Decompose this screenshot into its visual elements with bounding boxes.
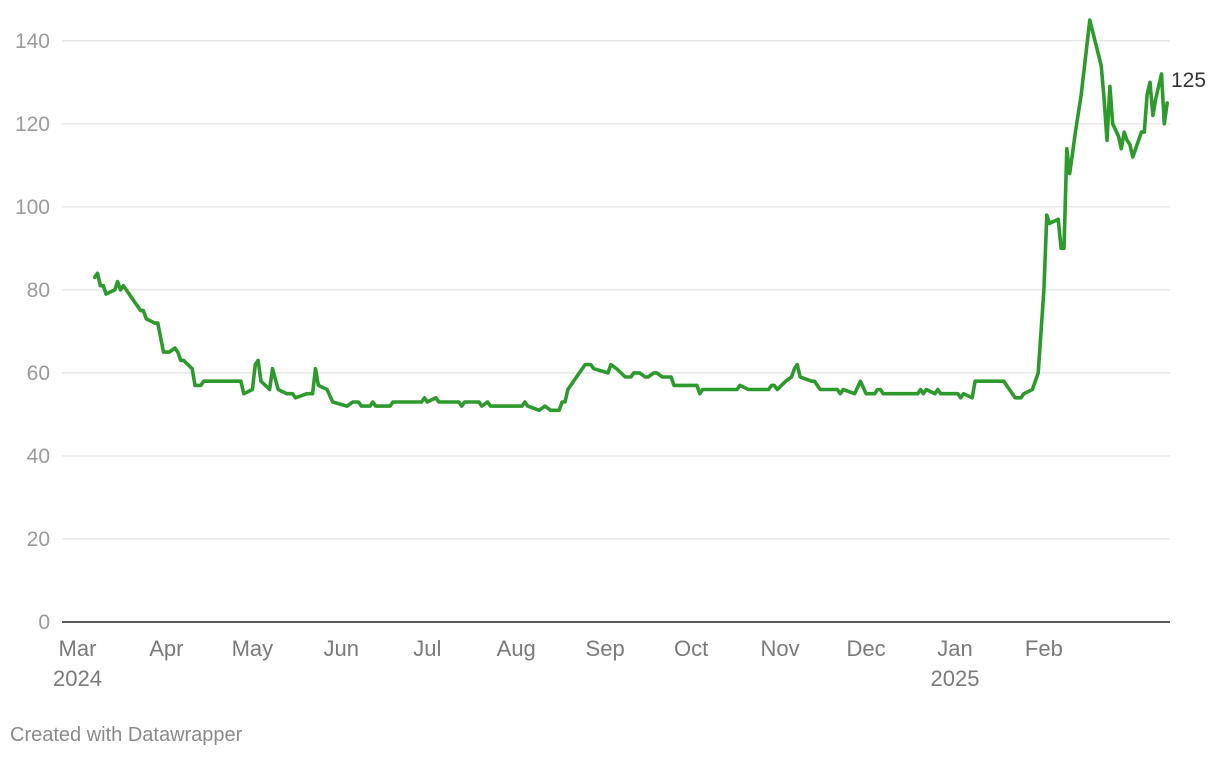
- x-tick-year-label: 2025: [931, 666, 980, 691]
- x-tick-year-label: 2024: [53, 666, 102, 691]
- x-tick-label: Dec: [847, 636, 886, 661]
- x-tick-label: Oct: [674, 636, 708, 661]
- y-tick-label: 140: [15, 30, 50, 53]
- x-axis: Mar 2024 Apr May Jun Jul Aug Sep Oct Nov Dec Jan 202…: [53, 636, 1063, 691]
- y-tick-label: 120: [15, 113, 50, 136]
- y-tick-label: 20: [27, 528, 50, 551]
- y-tick-label: 0: [38, 611, 50, 634]
- line-chart: 0 20 40 60 80 100 120 140 Mar 2024 Apr May Jun Jul Au…: [15, 18, 1206, 691]
- x-tick-label: Feb: [1025, 636, 1063, 661]
- x-tick-label: Jan: [937, 636, 972, 661]
- x-tick-label: Apr: [149, 636, 183, 661]
- x-tick-label: Jun: [324, 636, 359, 661]
- x-tick-label: Nov: [761, 636, 800, 661]
- end-labels: 125: [1171, 69, 1206, 92]
- y-tick-label: 100: [15, 196, 50, 219]
- credit-text: Created with Datawrapper: [10, 724, 243, 746]
- y-tick-label: 60: [27, 362, 50, 385]
- y-tick-label: 80: [27, 279, 50, 302]
- series-line: [92, 18, 1169, 413]
- x-tick-label: Mar: [59, 636, 97, 661]
- gridlines: [62, 40, 1170, 623]
- x-tick-label: Sep: [586, 636, 625, 661]
- x-tick-label: Jul: [413, 636, 441, 661]
- x-tick-label: Aug: [497, 636, 536, 661]
- series-layer: [92, 18, 1169, 413]
- x-tick-label: May: [232, 636, 274, 661]
- end-value-label: 125: [1171, 69, 1206, 92]
- y-tick-label: 40: [27, 445, 50, 468]
- y-axis: 0 20 40 60 80 100 120 140: [15, 30, 50, 634]
